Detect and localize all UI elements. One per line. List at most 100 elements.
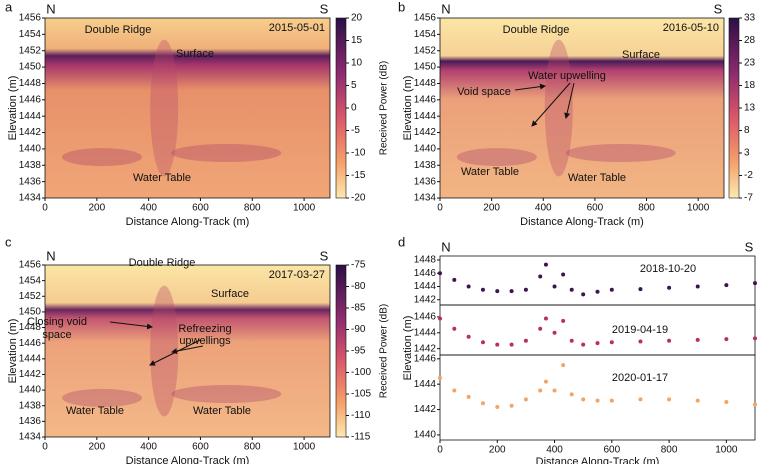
- point: [595, 398, 600, 403]
- x-tick-label: 200: [88, 203, 105, 214]
- y-axis-label: Elevation (m): [7, 319, 19, 384]
- y-tick-label: 1452: [19, 291, 42, 302]
- colorbar-tick-label: -115: [351, 432, 371, 443]
- point: [609, 287, 614, 292]
- point: [667, 338, 672, 343]
- corner-label: N: [441, 239, 450, 254]
- plot-frame: [439, 17, 725, 199]
- x-tick-label: 200: [489, 445, 506, 456]
- y-tick-label: 1434: [19, 432, 42, 443]
- water-table-return: [171, 385, 282, 403]
- colorbar-tick-label: -105: [351, 389, 371, 400]
- point: [466, 394, 471, 399]
- point: [569, 338, 574, 343]
- y-tick-label: 1442: [19, 127, 42, 138]
- colorbar-tick-label: -2: [744, 170, 753, 181]
- y-tick-label: 1446: [414, 353, 437, 364]
- point: [609, 398, 614, 403]
- annotation: Void space: [457, 86, 511, 98]
- x-tick-label: 200: [483, 203, 500, 214]
- series-label: 2020-01-17: [612, 372, 668, 384]
- panels: a N S0 200 400 600 800 100014341436143814401442…: [5, 0, 757, 464]
- y-tick-label: 1444: [414, 281, 437, 292]
- y-tick-label: 1442: [414, 127, 437, 138]
- point: [552, 330, 557, 335]
- point: [543, 379, 548, 384]
- y-tick-label: 1450: [414, 62, 437, 73]
- point: [561, 363, 566, 368]
- point: [595, 341, 600, 346]
- series-label: 2018-10-20: [640, 263, 696, 275]
- point: [480, 340, 485, 345]
- point: [495, 342, 500, 347]
- y-tick-label: 1444: [19, 111, 42, 122]
- annotation: Closing void: [27, 316, 87, 328]
- colorbar-tick-label: 3: [744, 148, 750, 159]
- point: [523, 397, 528, 402]
- point: [569, 392, 574, 397]
- point: [452, 277, 457, 282]
- y-tick-label: 1434: [414, 193, 437, 204]
- colorbar-tick-label: -75: [351, 260, 366, 271]
- ridge-return: [150, 285, 179, 417]
- annotation-arrow: [564, 82, 575, 119]
- date-label: 2015-05-01: [269, 22, 325, 34]
- point: [452, 326, 457, 331]
- colorbar-tick-label: -90: [351, 324, 366, 335]
- x-tick-label: 800: [638, 203, 655, 214]
- x-axis-label: Distance Along-Track (m): [126, 455, 250, 464]
- y-tick-label: 1440: [19, 144, 42, 155]
- y-tick-label: 1446: [414, 312, 437, 323]
- y-axis-label: Elevation (m): [402, 76, 414, 141]
- radargram: [45, 18, 330, 198]
- corner-label: N: [441, 1, 450, 16]
- water-table-return: [171, 144, 282, 162]
- annotation: Water Table: [461, 166, 519, 178]
- annotation: Surface: [211, 288, 249, 300]
- y-tick-label: 1440: [19, 385, 42, 396]
- annotation: upwellings: [179, 335, 231, 347]
- colorbar-label: Received Power (dB): [379, 304, 390, 398]
- y-tick-label: 1444: [414, 111, 437, 122]
- point: [667, 397, 672, 402]
- annotation: Refreezing: [178, 323, 231, 335]
- annotation: Water Table: [66, 405, 124, 417]
- series-label: 2019-04-19: [612, 324, 668, 336]
- point: [480, 401, 485, 406]
- y-tick-label: 1452: [19, 45, 42, 56]
- x-tick-label: 1000: [687, 203, 710, 214]
- point: [509, 289, 514, 294]
- point: [509, 403, 514, 408]
- y-tick-label: 1452: [414, 45, 437, 56]
- point: [569, 287, 574, 292]
- y-tick-label: 1438: [19, 160, 42, 171]
- x-tick-label: 600: [603, 445, 620, 456]
- point: [609, 340, 614, 345]
- y-tick-label: 1438: [414, 160, 437, 171]
- y-tick-label: 1454: [19, 275, 42, 286]
- x-tick-label: 400: [140, 442, 157, 453]
- x-tick-label: 1000: [293, 442, 316, 453]
- point: [438, 375, 442, 380]
- annotation: Double Ridge: [129, 257, 196, 269]
- x-tick-label: 400: [140, 203, 157, 214]
- point: [552, 284, 557, 289]
- subplot-frame: [439, 255, 756, 306]
- point: [538, 326, 543, 331]
- point: [495, 289, 500, 294]
- colorbar: [335, 264, 347, 438]
- point: [561, 318, 566, 323]
- subplot-frame: [439, 304, 756, 356]
- point: [695, 398, 700, 403]
- water-table-return: [62, 148, 142, 167]
- water-table-return: [62, 388, 142, 407]
- colorbar-tick-label: -110: [351, 410, 371, 421]
- y-tick-label: 1450: [19, 62, 42, 73]
- y-tick-label: 1440: [414, 430, 437, 441]
- y-axis-label: Elevation (m): [402, 316, 414, 381]
- y-tick-label: 1440: [414, 144, 437, 155]
- colorbar-tick-label: -5: [351, 125, 360, 136]
- point: [695, 284, 700, 289]
- point: [523, 287, 528, 292]
- subplot-frame: [439, 354, 756, 441]
